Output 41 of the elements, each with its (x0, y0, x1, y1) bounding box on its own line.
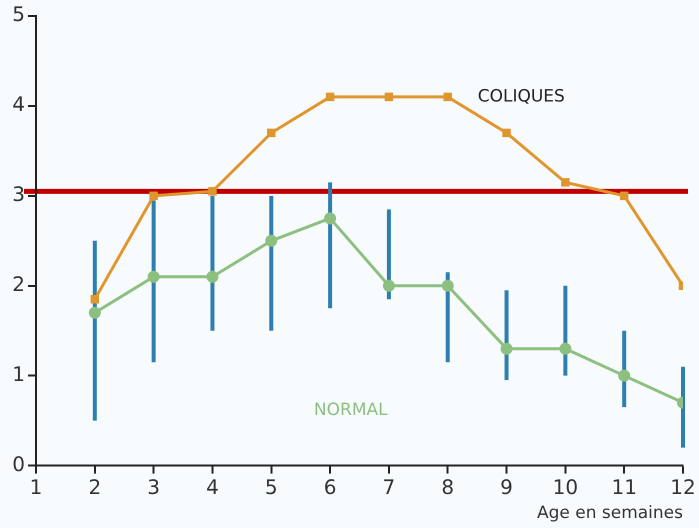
point (148, 270, 160, 283)
y-tick-label: 1 (12, 362, 25, 386)
x-tick-label: 3 (147, 474, 160, 499)
point (382, 280, 395, 292)
point (267, 128, 276, 138)
point (149, 192, 158, 200)
point (324, 212, 336, 224)
point (265, 234, 278, 247)
point (442, 280, 454, 292)
x-tick-label: 7 (382, 474, 396, 499)
x-tick-label: 2 (88, 474, 102, 499)
point (208, 187, 217, 196)
y-tick-label: 0 (12, 452, 25, 476)
x-axis-title: Age en semaines (536, 503, 684, 524)
point (500, 342, 513, 355)
point (502, 128, 511, 138)
y-tick-label: 4 (12, 92, 25, 116)
point (618, 370, 630, 382)
x-tick-label: 12 (670, 474, 696, 499)
point (620, 192, 628, 200)
point (559, 342, 572, 355)
point (384, 92, 394, 102)
x-tick-label: 8 (441, 474, 454, 499)
series-label: COLIQUES (478, 86, 565, 106)
x-tick-label: 1 (30, 474, 42, 499)
y-tick-label: 3 (12, 182, 25, 206)
x-tick-label: 5 (264, 474, 278, 499)
text: NORMAL (314, 400, 388, 420)
x-tick-label: 6 (324, 474, 336, 499)
x-tick-label: 10 (552, 474, 578, 499)
x-tick-label: 4 (206, 474, 219, 499)
x-tick-label: 11 (611, 474, 637, 499)
y-tick-label: 5 (12, 2, 25, 26)
x-tick-label: 9 (500, 474, 513, 499)
point (561, 178, 570, 187)
point (443, 92, 452, 102)
point (326, 92, 334, 102)
point (206, 270, 218, 283)
y-tick-label: 2 (12, 272, 25, 296)
point (90, 295, 100, 304)
point (88, 306, 101, 319)
